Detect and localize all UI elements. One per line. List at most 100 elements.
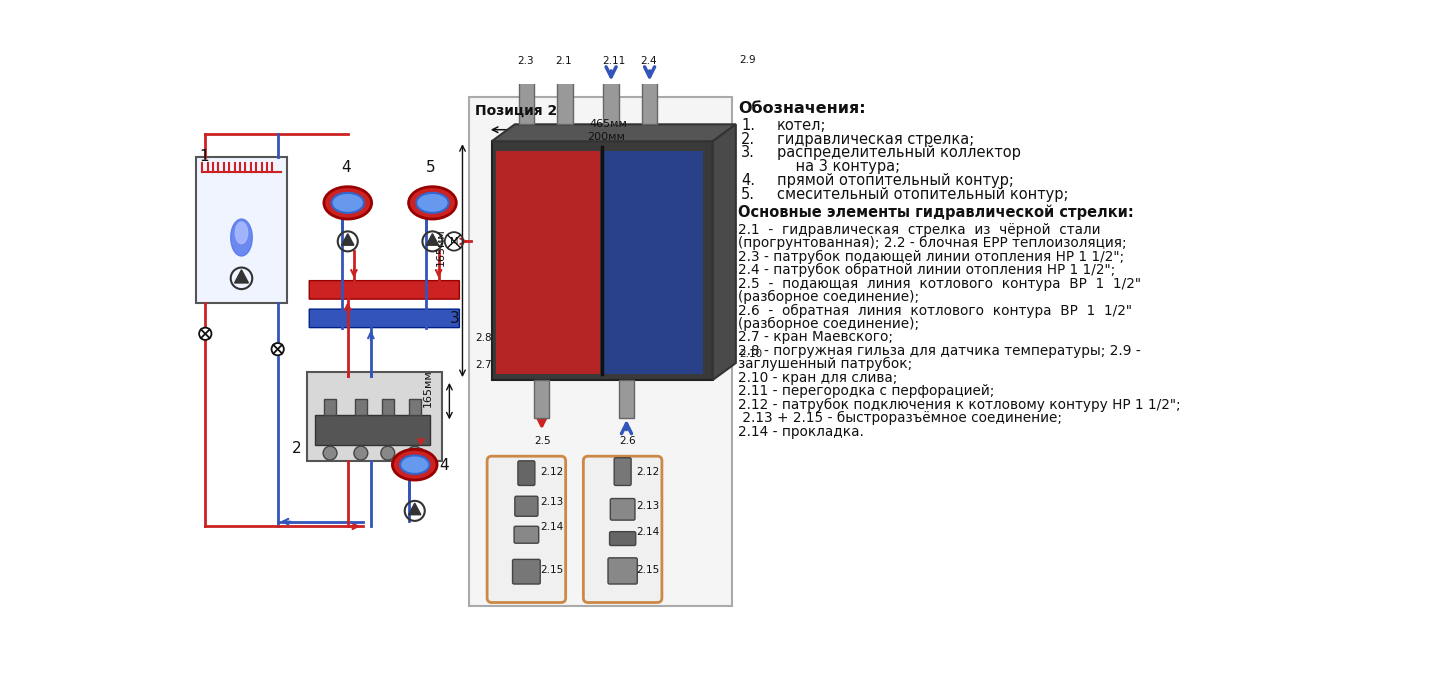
Text: 5.: 5. bbox=[742, 187, 755, 202]
Ellipse shape bbox=[324, 187, 372, 219]
Text: прямой отопительный контур;: прямой отопительный контур; bbox=[776, 173, 1013, 188]
Text: 2.12: 2.12 bbox=[636, 467, 660, 477]
Text: 2.7 - кран Маевского;: 2.7 - кран Маевского; bbox=[739, 331, 893, 345]
Text: 2.7: 2.7 bbox=[474, 361, 492, 370]
Text: 2.14: 2.14 bbox=[636, 527, 660, 537]
Text: на 3 контура;: на 3 контура; bbox=[776, 159, 900, 174]
Text: 4: 4 bbox=[342, 160, 352, 175]
Polygon shape bbox=[492, 125, 736, 141]
Text: Позиция 2: Позиция 2 bbox=[474, 103, 557, 118]
FancyBboxPatch shape bbox=[557, 82, 573, 125]
Ellipse shape bbox=[400, 455, 429, 474]
Text: 2.5  -  подающая  линия  котлового  контура  ВР  1  1/2": 2.5 - подающая линия котлового контура В… bbox=[739, 276, 1142, 290]
Text: 2.11: 2.11 bbox=[602, 56, 624, 66]
FancyBboxPatch shape bbox=[487, 456, 566, 603]
FancyBboxPatch shape bbox=[610, 532, 636, 546]
Circle shape bbox=[323, 446, 337, 460]
Text: 2.11 - перегородка с перфорацией;: 2.11 - перегородка с перфорацией; bbox=[739, 384, 995, 398]
Text: 2.3 - патрубок подающей линии отопления НР 1 1/2";: 2.3 - патрубок подающей линии отопления … bbox=[739, 250, 1125, 264]
FancyBboxPatch shape bbox=[354, 400, 367, 415]
FancyBboxPatch shape bbox=[196, 157, 287, 303]
FancyBboxPatch shape bbox=[514, 526, 539, 543]
FancyBboxPatch shape bbox=[324, 400, 336, 415]
Text: 3.: 3. bbox=[742, 145, 755, 161]
Ellipse shape bbox=[332, 193, 364, 213]
FancyBboxPatch shape bbox=[307, 372, 442, 461]
Circle shape bbox=[354, 446, 367, 460]
Text: 465мм: 465мм bbox=[589, 118, 627, 129]
Text: 2.10 - кран для слива;: 2.10 - кран для слива; bbox=[739, 371, 897, 385]
Text: заглушенный патрубок;: заглушенный патрубок; bbox=[739, 357, 912, 372]
FancyBboxPatch shape bbox=[496, 150, 600, 374]
FancyBboxPatch shape bbox=[517, 461, 534, 486]
Text: 4: 4 bbox=[439, 458, 449, 473]
Text: 4.: 4. bbox=[742, 173, 755, 188]
Text: 2.6  -  обратная  линия  котлового  контура  ВР  1  1/2": 2.6 - обратная линия котлового контура В… bbox=[739, 303, 1132, 317]
Text: (разборное соединение);: (разборное соединение); bbox=[739, 317, 919, 331]
FancyBboxPatch shape bbox=[604, 150, 703, 374]
Text: 2.14: 2.14 bbox=[540, 522, 563, 532]
Text: 165мм: 165мм bbox=[423, 370, 433, 407]
FancyBboxPatch shape bbox=[309, 280, 459, 299]
Circle shape bbox=[382, 446, 394, 460]
Polygon shape bbox=[342, 234, 354, 245]
Polygon shape bbox=[234, 270, 249, 283]
FancyBboxPatch shape bbox=[614, 458, 632, 486]
Text: 2.12 - патрубок подключения к котловому контуру НР 1 1/2";: 2.12 - патрубок подключения к котловому … bbox=[739, 397, 1180, 412]
Polygon shape bbox=[492, 141, 713, 380]
Text: 2.13 + 2.15 - быстроразъёмное соединение;: 2.13 + 2.15 - быстроразъёмное соединение… bbox=[739, 411, 1062, 425]
FancyBboxPatch shape bbox=[519, 82, 534, 125]
Ellipse shape bbox=[416, 193, 449, 213]
Text: 1.: 1. bbox=[742, 118, 755, 133]
FancyBboxPatch shape bbox=[314, 415, 430, 445]
Text: 2: 2 bbox=[292, 441, 302, 456]
Text: 1: 1 bbox=[199, 149, 209, 164]
Ellipse shape bbox=[236, 222, 247, 244]
FancyBboxPatch shape bbox=[607, 557, 637, 584]
Text: 2.14 - прокладка.: 2.14 - прокладка. bbox=[739, 425, 865, 438]
Text: M: M bbox=[450, 237, 459, 247]
Text: 2.15: 2.15 bbox=[540, 565, 563, 575]
Text: распределительный коллектор: распределительный коллектор bbox=[776, 145, 1020, 161]
Text: Основные элементы гидравлической стрелки:: Основные элементы гидравлической стрелки… bbox=[739, 205, 1133, 221]
Ellipse shape bbox=[393, 450, 437, 480]
Text: 2.12: 2.12 bbox=[540, 467, 563, 477]
Text: 2.4: 2.4 bbox=[640, 56, 657, 66]
Text: 2.6: 2.6 bbox=[619, 436, 636, 446]
Text: 5: 5 bbox=[426, 160, 436, 175]
Text: 2.9: 2.9 bbox=[740, 55, 756, 65]
FancyBboxPatch shape bbox=[309, 309, 459, 328]
Text: 2.13: 2.13 bbox=[636, 500, 660, 511]
Text: 2.13: 2.13 bbox=[540, 497, 563, 507]
FancyBboxPatch shape bbox=[409, 400, 422, 415]
FancyBboxPatch shape bbox=[469, 97, 732, 606]
Text: 2.3: 2.3 bbox=[517, 56, 534, 66]
FancyBboxPatch shape bbox=[534, 380, 550, 418]
Text: смесительный отопительный контур;: смесительный отопительный контур; bbox=[776, 187, 1067, 202]
Text: 2.8 - погружная гильза для датчика температуры; 2.9 -: 2.8 - погружная гильза для датчика темпе… bbox=[739, 344, 1140, 358]
FancyBboxPatch shape bbox=[619, 380, 634, 418]
FancyBboxPatch shape bbox=[610, 498, 634, 520]
Text: Обозначения:: Обозначения: bbox=[739, 101, 866, 116]
Text: 2.1  -  гидравлическая  стрелка  из  чёрной  стали: 2.1 - гидравлическая стрелка из чёрной с… bbox=[739, 223, 1100, 237]
Text: 2.8: 2.8 bbox=[474, 333, 492, 343]
Text: 3: 3 bbox=[450, 311, 460, 326]
FancyBboxPatch shape bbox=[603, 82, 619, 125]
FancyBboxPatch shape bbox=[642, 82, 657, 125]
Text: 165мм: 165мм bbox=[436, 229, 446, 267]
Text: 2.15: 2.15 bbox=[636, 565, 660, 575]
FancyBboxPatch shape bbox=[583, 456, 662, 603]
FancyBboxPatch shape bbox=[513, 560, 540, 584]
Text: 2.: 2. bbox=[742, 132, 756, 147]
Text: 2.5: 2.5 bbox=[534, 436, 550, 446]
FancyBboxPatch shape bbox=[382, 400, 394, 415]
Polygon shape bbox=[409, 503, 422, 515]
Circle shape bbox=[407, 446, 422, 460]
Text: 2.10: 2.10 bbox=[740, 349, 763, 359]
Polygon shape bbox=[713, 125, 736, 380]
Text: (разборное соединение);: (разборное соединение); bbox=[739, 290, 919, 304]
Text: (прогрунтованная); 2.2 - блочная ЕРР теплоизоляция;: (прогрунтованная); 2.2 - блочная ЕРР теп… bbox=[739, 236, 1126, 250]
Text: котел;: котел; bbox=[776, 118, 826, 133]
FancyBboxPatch shape bbox=[514, 496, 537, 516]
Ellipse shape bbox=[409, 187, 456, 219]
